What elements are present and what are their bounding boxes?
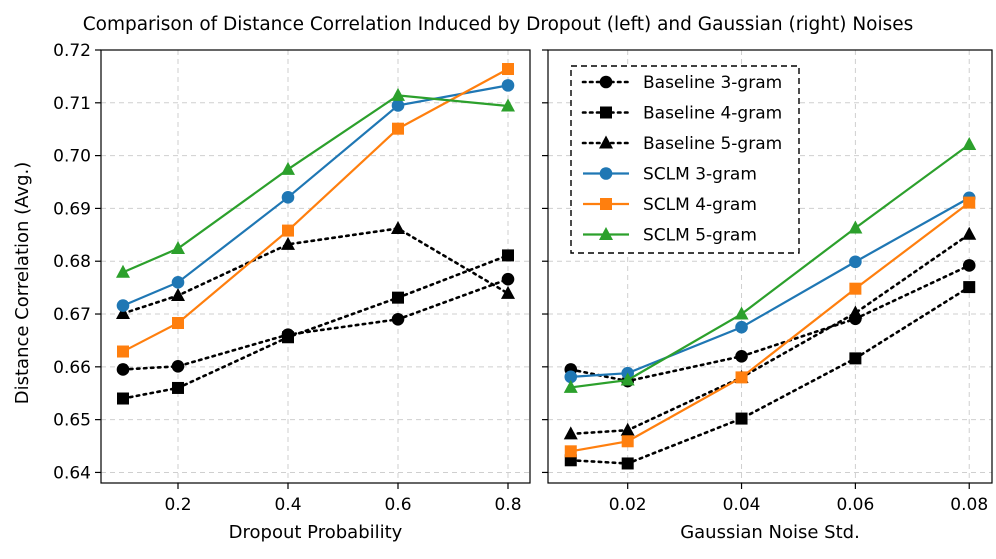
left-baseline-4-gram-point-0: [117, 392, 129, 405]
right-sclm-5-gram-point-4: [962, 137, 977, 151]
legend-sclm-3-gram-label: SCLM 3-gram: [643, 165, 757, 185]
right-sclm-5-gram-point-3: [848, 220, 863, 234]
right-sclm-5-gram-point-0: [563, 379, 578, 393]
left-sclm-5-gram-point-1: [171, 241, 185, 255]
left-sclm-3-gram-point-1: [171, 276, 185, 289]
right-panel: 0.02 0.04 0.06 0.08 Gaussian Noise Std.: [542, 49, 993, 543]
right-baseline-3-gram-point-4: [962, 259, 976, 272]
y-tick-label-8: 0.72: [53, 41, 91, 61]
y-tick-label-1: 0.65: [53, 411, 91, 431]
left-baseline-5-gram-point-0: [116, 305, 130, 319]
right-baseline-4-gram-line: [569, 285, 971, 465]
right-sclm-4-gram-point-4: [963, 196, 976, 209]
right-baseline-5-gram-point-3: [848, 305, 863, 319]
left-x-tick-label-0: 0.2: [164, 495, 191, 515]
y-tick-label-6: 0.70: [53, 147, 91, 167]
right-sclm-3-gram-point-2: [735, 320, 748, 334]
right-x-tick-label-0: 0.02: [609, 495, 647, 515]
right-x-tick-label-2: 0.06: [836, 495, 874, 515]
y-tick-label-5: 0.69: [53, 199, 91, 219]
right-sclm-4-gram-point-1: [621, 435, 634, 448]
left-sclm-3-gram-point-0: [116, 299, 130, 312]
left-baseline-4-gram-point-4: [502, 249, 514, 262]
right-sclm-4-gram-point-2: [735, 371, 748, 384]
legend-baseline-4-gram-point-marker: [600, 106, 612, 119]
left-sclm-4-gram-point-2: [282, 224, 294, 237]
left-x-tick-label-3: 0.8: [494, 495, 521, 515]
legend: Baseline 3-gram Baseline 4-gram Baseline 5…: [570, 65, 800, 254]
right-baseline-4-gram-point-4: [963, 281, 976, 294]
left-baseline-3-gram-point-4: [501, 272, 515, 286]
right-axes-frame: [547, 49, 993, 484]
y-tick-label-3: 0.67: [53, 305, 91, 325]
left-sclm-5-gram-point-0: [116, 264, 130, 278]
legend-baseline-5-gram-label: Baseline 5-gram: [643, 134, 782, 154]
right-sclm-3-gram-point-3: [849, 255, 862, 269]
right-baseline-5-gram-point-0: [563, 426, 578, 440]
right-baseline-4-gram-point-3: [849, 352, 862, 365]
right-sclm-3-gram-point-0: [564, 370, 578, 384]
right-baseline-5-gram-point-4: [962, 226, 977, 240]
legend-baseline-4-gram-label: Baseline 4-gram: [643, 104, 782, 124]
left-sclm-3-gram-point-3: [391, 99, 405, 112]
right-sclm-4-gram-point-3: [849, 282, 862, 295]
legend-baseline-3-gram-point-marker: [599, 75, 613, 89]
left-panel: 0.2 0.4 0.6 0.8 0.64 0.65 0.66 0.67 0.68 0.69 0.70…: [53, 41, 531, 543]
left-x-axis-label: Dropout Probability: [229, 522, 403, 543]
left-sclm-5-gram-point-3: [391, 87, 405, 101]
left-sclm-5-gram-point-2: [281, 161, 295, 175]
left-baseline-5-gram-line: [121, 227, 510, 315]
left-sclm-4-gram-point-4: [502, 63, 514, 76]
right-sclm-5-gram-point-2: [734, 306, 749, 320]
chart-title: Comparison of Distance Correlation Induc…: [83, 14, 914, 35]
left-baseline-5-gram-point-1: [171, 288, 185, 302]
y-tick-label-7: 0.71: [53, 94, 91, 114]
left-sclm-3-gram-point-4: [501, 79, 515, 92]
left-sclm-4-gram-point-0: [117, 345, 129, 358]
left-sclm-4-gram-point-3: [392, 122, 404, 135]
right-x-axis-label: Gaussian Noise Std.: [680, 522, 860, 543]
right-baseline-5-gram-point-1: [620, 422, 635, 436]
right-baseline-3-gram-point-2: [735, 349, 748, 363]
left-axes-frame: [100, 49, 531, 484]
right-sclm-4-gram-point-0: [564, 445, 577, 458]
legend-sclm-4-gram-label: SCLM 4-gram: [643, 195, 757, 215]
left-sclm-5-gram-point-4: [501, 98, 515, 112]
left-baseline-5-gram-point-2: [281, 236, 295, 250]
left-baseline-4-gram-point-1: [172, 381, 184, 394]
right-baseline-4-gram-point-2: [735, 412, 748, 425]
left-sclm-4-gram-point-1: [172, 317, 184, 330]
left-sclm-3-gram-point-2: [281, 191, 295, 204]
left-baseline-4-gram-point-2: [282, 331, 294, 344]
y-axis-label: Distance Correlation (Avg.): [12, 162, 33, 405]
left-baseline-3-gram-point-3: [391, 313, 405, 326]
legend-sclm-3-gram-point-marker: [599, 167, 613, 180]
legend-sclm-5-gram-label: SCLM 5-gram: [643, 226, 757, 246]
left-baseline-3-gram-point-0: [116, 363, 130, 376]
right-x-tick-label-1: 0.04: [723, 495, 761, 515]
legend-baseline-3-gram-label: Baseline 3-gram: [643, 73, 782, 93]
left-x-tick-label-2: 0.6: [384, 495, 411, 515]
left-baseline-5-gram-point-3: [391, 220, 405, 234]
y-tick-label-0: 0.64: [53, 463, 91, 483]
legend-frame: [570, 65, 800, 254]
left-baseline-3-gram-point-1: [171, 360, 185, 373]
legend-sclm-4-gram-point-marker: [600, 198, 612, 210]
left-baseline-4-gram-point-3: [392, 291, 404, 304]
legend-sclm-5-gram-point-marker: [599, 227, 613, 240]
y-tick-label-4: 0.68: [53, 252, 91, 272]
left-baseline-5-gram-point-4: [501, 285, 515, 299]
right-baseline-4-gram-point-1: [621, 457, 634, 470]
y-tick-label-2: 0.66: [53, 358, 91, 378]
left-x-tick-label-1: 0.4: [274, 495, 301, 515]
right-x-tick-label-3: 0.08: [950, 495, 988, 515]
legend-baseline-5-gram-point-marker: [599, 135, 613, 149]
right-sclm-5-gram-point-1: [620, 372, 635, 386]
